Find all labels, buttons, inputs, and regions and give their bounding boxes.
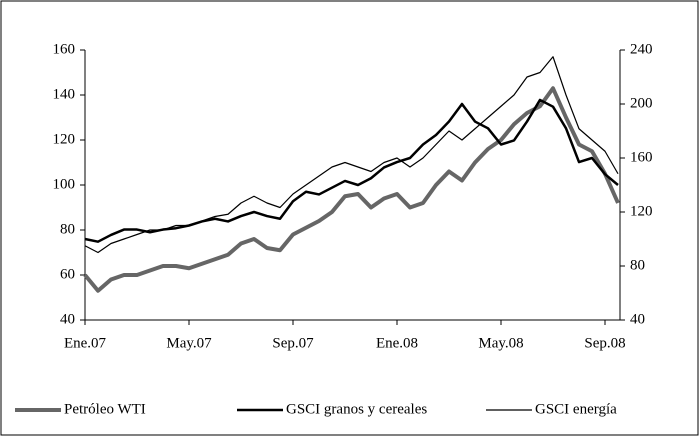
y-tick-label: 140: [53, 86, 76, 102]
x-tick-label: May.07: [166, 335, 212, 351]
x-tick-label: Ene.07: [64, 335, 107, 351]
y2-tick-label: 40: [630, 311, 645, 327]
y-tick-label: 80: [60, 221, 75, 237]
y-tick-label: 40: [60, 311, 75, 327]
x-tick-label: Ene.08: [376, 335, 418, 351]
y2-tick-label: 160: [630, 149, 653, 165]
series-line: [84, 98, 619, 243]
legend-label: GSCI granos y cereales: [286, 401, 427, 417]
y2-tick-label: 240: [630, 41, 653, 57]
x-tick-label: Sep.08: [584, 335, 625, 351]
legend-label: Petróleo WTI: [64, 401, 146, 417]
x-tick-label: May.08: [478, 335, 523, 351]
series-line: [83, 86, 620, 293]
series-line: [84, 56, 619, 254]
legend-label: GSCI energía: [535, 401, 617, 417]
y-tick-label: 160: [53, 41, 76, 57]
y2-tick-label: 80: [630, 257, 645, 273]
y-tick-label: 100: [53, 176, 76, 192]
y-tick-label: 60: [60, 266, 75, 282]
y2-tick-label: 120: [630, 203, 653, 219]
y-tick-label: 120: [53, 131, 76, 147]
y2-tick-label: 200: [630, 95, 653, 111]
x-tick-label: Sep.07: [272, 335, 314, 351]
